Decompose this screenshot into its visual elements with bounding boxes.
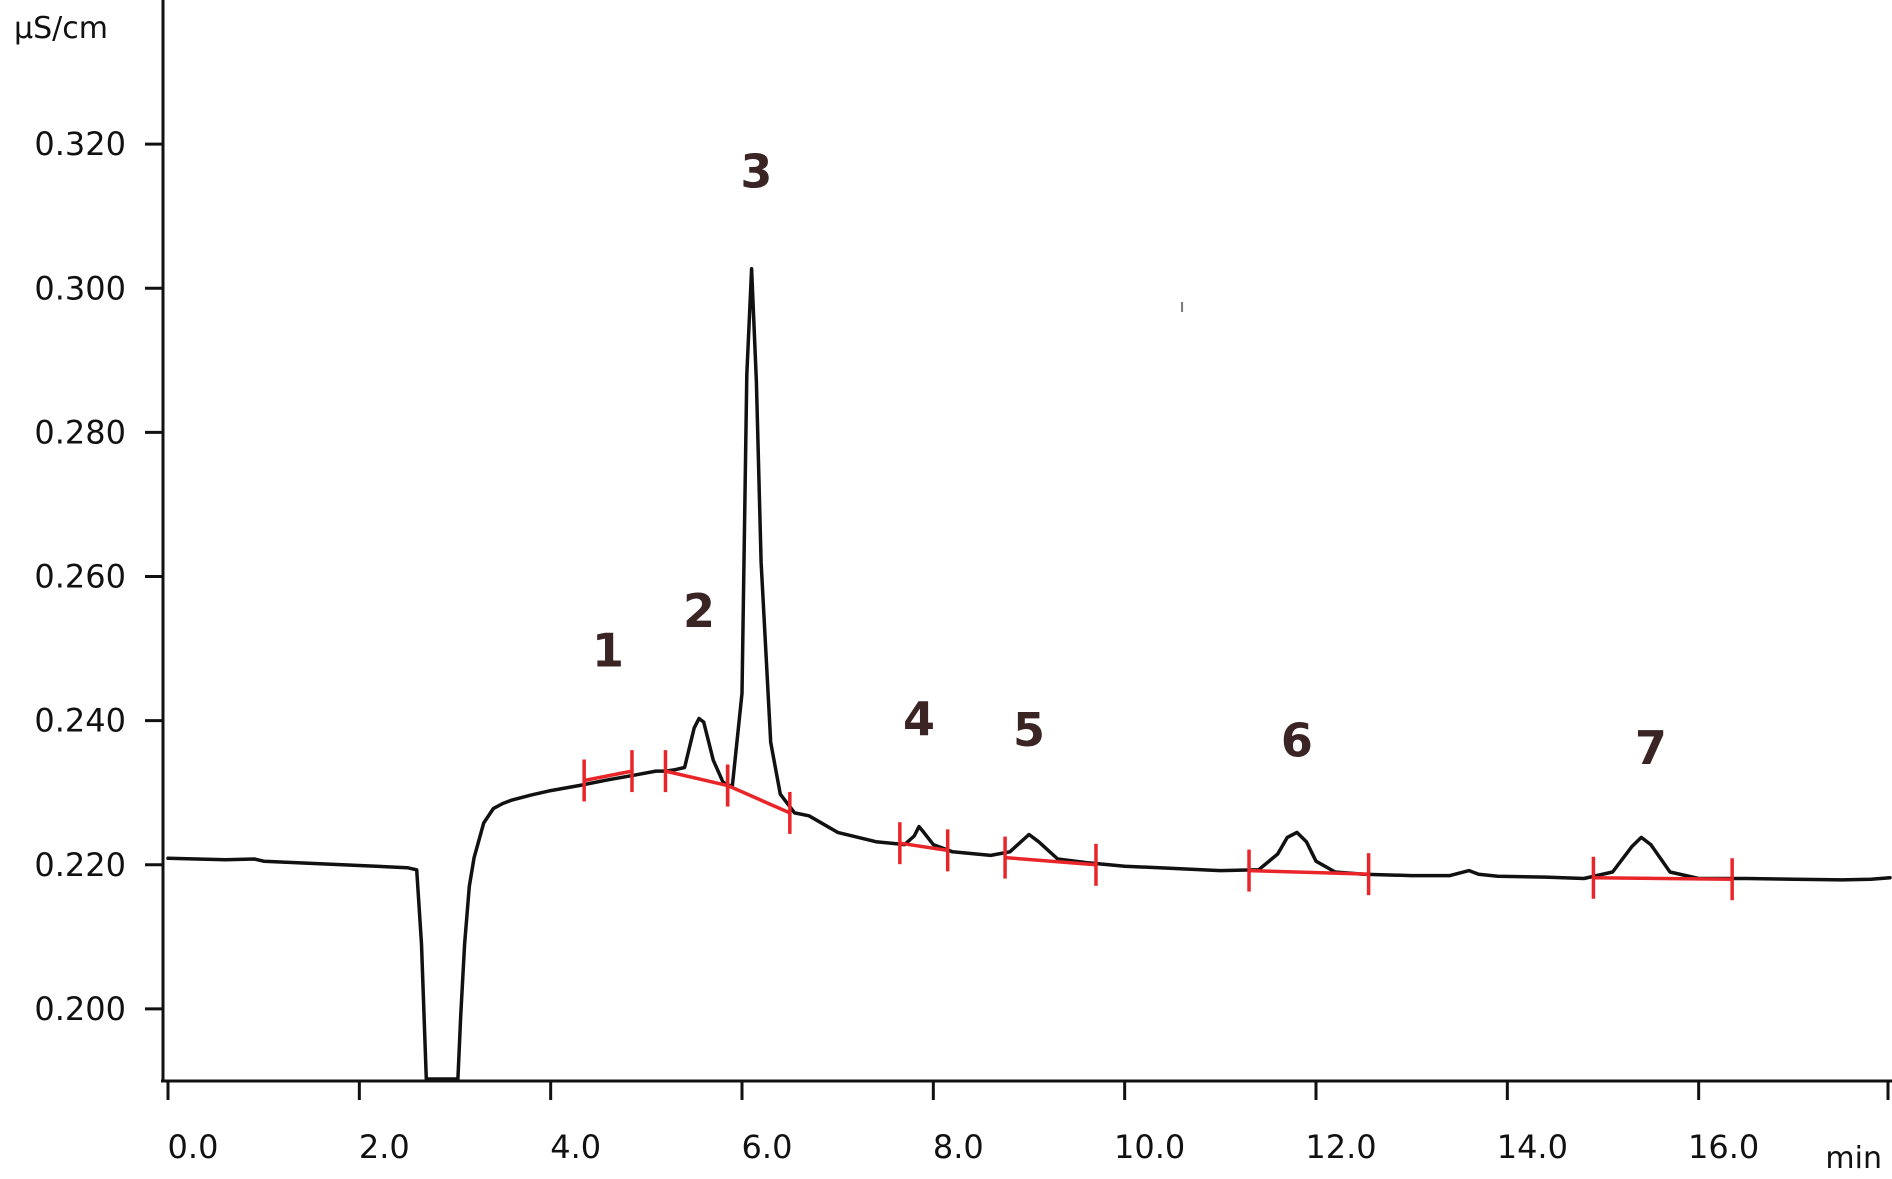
x-ticks: 0.0 2.0 4.0 6.0 8.0 10.0 12.0 14.0 16.0: [166, 1081, 1890, 1166]
x-tick-label: 14.0: [1497, 1128, 1568, 1166]
axes: [161, 0, 1892, 1083]
peak-label: 7: [1635, 721, 1667, 775]
y-tick-label: 0.320: [34, 125, 126, 163]
peak-label: 5: [1013, 703, 1045, 757]
x-tick-label: 16.0: [1688, 1128, 1759, 1166]
peak-label: 1: [592, 624, 624, 678]
chromatogram-trace: [166, 267, 1892, 1081]
peak-baseline: [1593, 876, 1733, 881]
y-tick-label: 0.260: [34, 558, 126, 596]
peak-label: 2: [683, 584, 715, 638]
peak-baseline: [1004, 855, 1097, 867]
x-tick-label: 10.0: [1114, 1128, 1185, 1166]
x-tick-label: 12.0: [1305, 1128, 1376, 1166]
x-axis-unit-label: min: [1825, 1141, 1882, 1176]
y-tick-label: 0.200: [34, 990, 126, 1028]
x-tick-label: 8.0: [933, 1128, 984, 1166]
peak-baseline: [1248, 868, 1369, 876]
y-tick-label: 0.220: [34, 846, 126, 884]
peak-baseline: [899, 841, 948, 853]
peak-baseline: [583, 769, 633, 783]
x-tick-label: 4.0: [550, 1128, 601, 1166]
peak-label: 6: [1281, 714, 1313, 768]
peak-label: 3: [740, 144, 772, 198]
y-tick-label: 0.240: [34, 702, 126, 740]
y-ticks: 0.200 0.220 0.240 0.260 0.280 0.300 0.320: [34, 125, 163, 1028]
peak-label: 4: [903, 692, 935, 746]
y-tick-label: 0.300: [34, 269, 126, 307]
y-axis-unit-label: µS/cm: [14, 11, 108, 46]
y-tick-label: 0.280: [34, 413, 126, 451]
x-tick-label: 6.0: [742, 1128, 793, 1166]
x-tick-label: 0.0: [168, 1128, 219, 1166]
peak-baseline: [665, 769, 729, 788]
x-tick-label: 2.0: [359, 1128, 410, 1166]
peak-integration-layer: 1 2 3 4 5 6 7: [582, 144, 1734, 901]
peak-baseline: [726, 783, 791, 815]
